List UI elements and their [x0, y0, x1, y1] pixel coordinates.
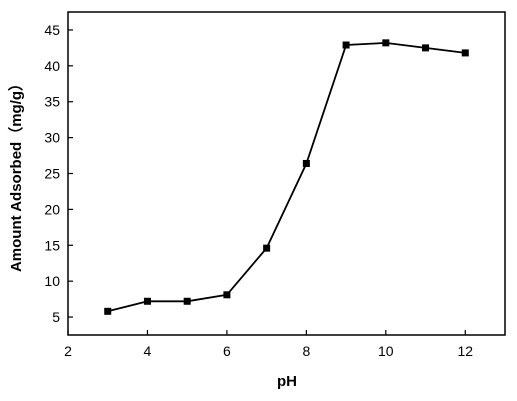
y-tick-label: 30	[44, 130, 60, 146]
series-line	[107, 41, 466, 313]
data-point	[143, 297, 151, 305]
y-tick-label: 10	[44, 273, 60, 289]
y-tick-label: 5	[52, 309, 60, 325]
x-tick-label: 2	[64, 343, 72, 359]
data-point	[461, 49, 469, 57]
x-tick-label: 8	[302, 343, 310, 359]
data-point	[382, 39, 390, 47]
y-tick-label: 25	[44, 166, 60, 182]
y-tick-label: 35	[44, 94, 60, 110]
data-point	[342, 41, 350, 49]
y-tick-label: 45	[44, 22, 60, 38]
y-tick-label: 40	[44, 58, 60, 74]
x-axis-title: pH	[277, 373, 297, 390]
x-tick-label: 4	[144, 343, 152, 359]
y-axis-ticks: 5 10 15 20 25 30 35 40 45	[44, 22, 73, 325]
data-point	[422, 44, 430, 52]
series-layer	[104, 39, 469, 315]
x-tick-label: 12	[457, 343, 473, 359]
y-axis-title: Amount Adsorbed（mg/g）	[7, 76, 25, 272]
data-point	[263, 244, 271, 252]
x-tick-label: 10	[378, 343, 394, 359]
plot-frame	[67, 11, 506, 336]
data-point	[183, 297, 191, 305]
data-point	[104, 307, 112, 315]
x-tick-label: 6	[223, 343, 231, 359]
data-point	[302, 159, 310, 167]
x-axis-ticks: 2 4 6 8 10 12	[64, 330, 473, 359]
y-tick-label: 15	[44, 237, 60, 253]
y-tick-label: 20	[44, 201, 60, 217]
data-point	[223, 291, 231, 299]
